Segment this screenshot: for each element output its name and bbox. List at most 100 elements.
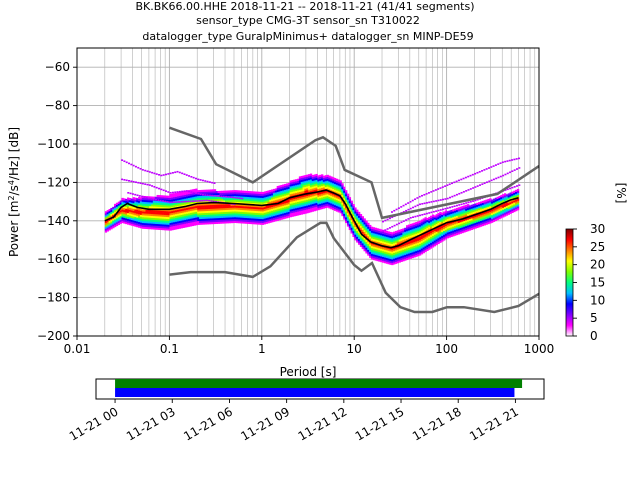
density-cell <box>450 227 453 230</box>
colorbar-tick-label: 0 <box>590 329 598 343</box>
density-cell <box>382 243 385 246</box>
density-cell <box>295 211 298 215</box>
density-cell <box>236 203 239 206</box>
density-cell <box>356 217 359 220</box>
density-cell <box>398 231 401 234</box>
outlier-cell <box>397 207 400 209</box>
density-cell <box>285 204 289 207</box>
density-cell <box>322 198 326 201</box>
density-cell <box>261 207 265 210</box>
outlier-cell <box>210 200 213 202</box>
density-cell <box>230 190 233 193</box>
density-cell <box>385 238 389 241</box>
density-cell <box>265 190 268 194</box>
density-cell <box>208 189 211 192</box>
colorbar-gradient <box>565 228 574 337</box>
density-cell <box>442 238 446 241</box>
density-cell <box>274 213 278 216</box>
density-cell <box>224 219 228 222</box>
density-cell <box>337 196 340 200</box>
density-cell <box>204 218 207 221</box>
density-cell <box>271 189 274 192</box>
density-cell <box>176 203 180 207</box>
density-cell <box>496 196 499 200</box>
density-cell <box>306 188 309 191</box>
density-cell <box>200 207 204 210</box>
density-cell <box>431 214 435 217</box>
density-cell <box>428 220 431 223</box>
density-cell <box>267 207 270 210</box>
density-cell <box>297 184 300 187</box>
density-cell <box>370 238 374 241</box>
density-cell <box>260 197 263 200</box>
density-cell <box>250 193 254 196</box>
density-cell <box>483 207 486 211</box>
density-cell <box>356 232 359 235</box>
density-cell <box>422 239 425 242</box>
density-cell <box>378 259 381 262</box>
density-cell <box>256 212 259 215</box>
density-cell <box>193 215 196 219</box>
density-cell <box>269 193 272 196</box>
density-cell <box>439 227 442 230</box>
density-cell <box>236 197 239 201</box>
density-cell <box>343 207 346 211</box>
outlier-cell <box>518 184 521 186</box>
density-cell <box>136 219 139 222</box>
density-cell <box>115 216 119 219</box>
density-cell <box>132 206 135 209</box>
outlier-cell <box>161 200 164 202</box>
outlier-cell <box>446 184 449 186</box>
density-cell <box>361 241 364 244</box>
density-cell <box>365 222 368 225</box>
density-cell <box>461 229 464 232</box>
density-cell <box>245 211 248 215</box>
density-cell <box>343 215 346 218</box>
density-cell <box>359 217 363 221</box>
density-cell <box>272 204 276 207</box>
density-cell <box>369 232 372 235</box>
density-cell <box>180 218 183 221</box>
density-cell <box>224 209 228 212</box>
density-cell <box>382 256 385 259</box>
density-cell <box>515 195 518 198</box>
density-cell <box>141 226 145 229</box>
density-cell <box>202 195 206 198</box>
density-cell <box>128 198 132 201</box>
density-cell <box>241 209 244 213</box>
density-cell <box>193 211 196 215</box>
outlier-cell <box>155 186 158 189</box>
density-cell <box>394 246 398 249</box>
density-cell <box>138 208 141 211</box>
density-cell <box>507 212 510 215</box>
density-cell <box>291 203 294 206</box>
density-cell <box>115 221 119 225</box>
density-cell <box>455 211 459 214</box>
density-cell <box>454 218 457 221</box>
outlier-cell <box>195 192 198 195</box>
density-cell <box>223 219 226 222</box>
density-cell <box>202 191 206 194</box>
density-cell <box>206 206 209 210</box>
density-cell <box>465 225 468 229</box>
density-cell <box>478 217 481 220</box>
density-cell <box>285 214 289 217</box>
density-cell <box>468 220 472 223</box>
density-cell <box>197 216 200 220</box>
outlier-cell <box>504 173 507 176</box>
density-cell <box>382 233 385 236</box>
density-cell <box>430 215 433 218</box>
density-cell <box>147 217 150 220</box>
density-cell <box>308 191 311 194</box>
density-cell <box>195 213 198 216</box>
density-cell <box>321 180 324 183</box>
density-cell <box>374 237 377 240</box>
outlier-cell <box>453 205 456 208</box>
density-cell <box>306 182 309 185</box>
density-cell <box>193 210 196 213</box>
density-cell <box>147 211 150 214</box>
density-cell <box>250 221 254 225</box>
density-cell <box>125 206 128 209</box>
density-cell <box>104 213 108 216</box>
density-cell <box>398 229 401 232</box>
